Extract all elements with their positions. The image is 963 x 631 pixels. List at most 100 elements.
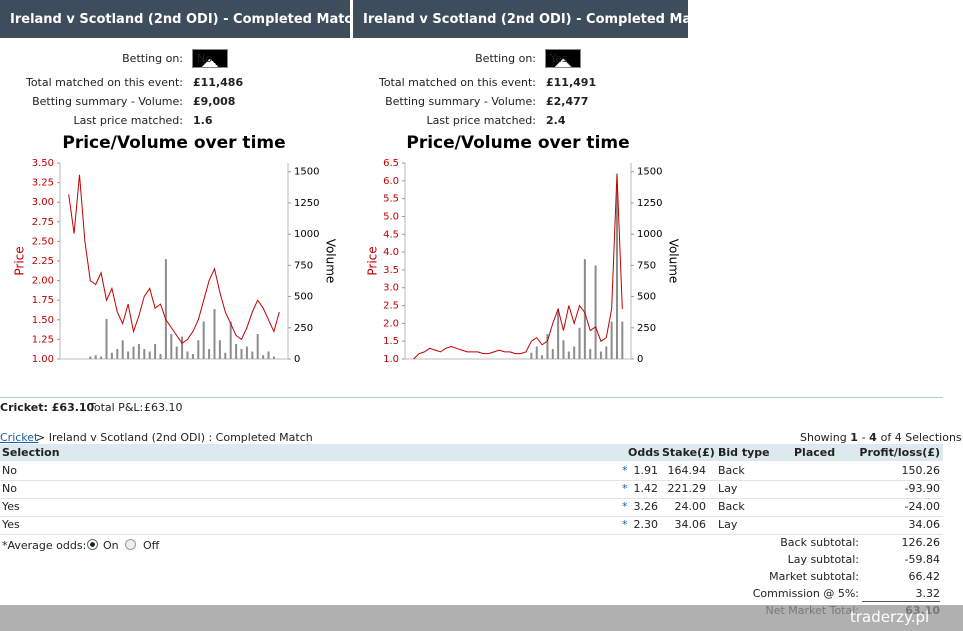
volume-bar bbox=[175, 346, 178, 359]
y-tick-label: 2.5 bbox=[383, 301, 399, 312]
y-tick-label: 2.00 bbox=[32, 276, 54, 287]
info-label: Total matched on this event: bbox=[25, 76, 183, 89]
odds-marker: * bbox=[622, 518, 628, 531]
volume-bar bbox=[143, 349, 146, 359]
chart: Price/Volume over time Price Volume 1.00 1.2… bbox=[13, 133, 338, 365]
betting-select[interactable]: Yes bbox=[545, 49, 581, 68]
column-header: Placed bbox=[794, 446, 836, 459]
volume-bar bbox=[105, 319, 108, 359]
volume-bar bbox=[594, 265, 597, 359]
cell: Back bbox=[718, 464, 745, 477]
volume-bar bbox=[235, 344, 238, 359]
volume-bar bbox=[127, 351, 130, 359]
y-axis-label: Price bbox=[366, 246, 380, 275]
y2-tick-label: 250 bbox=[294, 323, 313, 334]
y-tick-label: 3.50 bbox=[32, 158, 54, 169]
column-header: Stake(£) bbox=[662, 446, 715, 459]
panel-header: Ireland v Scotland (2nd ODI) - Completed… bbox=[353, 0, 714, 38]
volume-bar bbox=[557, 309, 560, 359]
table-row bbox=[0, 516, 943, 535]
y-tick-label: 5.0 bbox=[383, 211, 399, 222]
y-tick-label: 6.5 bbox=[383, 158, 399, 169]
price-line bbox=[68, 174, 280, 345]
breadcrumb-link[interactable]: Cricket bbox=[0, 431, 39, 444]
total-label: Commission @ 5%: bbox=[752, 587, 859, 600]
cell: -24.00 bbox=[904, 500, 940, 513]
volume-bar bbox=[245, 346, 248, 359]
volume-bar bbox=[132, 346, 135, 359]
betting-label: Betting on: bbox=[475, 52, 536, 65]
cell: 221.29 bbox=[667, 482, 707, 495]
y2-axis-label: Volume bbox=[324, 239, 338, 284]
info-value: £11,486 bbox=[193, 76, 244, 89]
volume-bar bbox=[621, 321, 624, 359]
radio-on-label: On bbox=[103, 539, 119, 552]
y-tick-label: 3.0 bbox=[383, 283, 399, 294]
showing-part: of 4 Selections bbox=[880, 431, 962, 444]
volume-bar bbox=[605, 346, 608, 359]
volume-bar bbox=[562, 340, 565, 359]
info-value: £9,008 bbox=[193, 95, 236, 108]
watermark: traderzy.pl bbox=[850, 608, 930, 626]
table-row bbox=[0, 462, 943, 481]
y-tick-label: 3.5 bbox=[383, 265, 399, 276]
y-tick-label: 3.00 bbox=[32, 197, 54, 208]
total-value: 66.42 bbox=[908, 570, 941, 583]
y-tick-label: 2.0 bbox=[383, 318, 399, 329]
volume-bar bbox=[615, 184, 618, 359]
volume-bar bbox=[181, 336, 184, 359]
info-value: £11,491 bbox=[546, 76, 597, 89]
y-axis-label: Price bbox=[13, 246, 27, 275]
total-label: Market subtotal: bbox=[769, 570, 859, 583]
y2-tick-label: 0 bbox=[637, 354, 643, 365]
y2-tick-label: 1250 bbox=[294, 198, 319, 209]
total-label: Lay subtotal: bbox=[787, 553, 859, 566]
volume-bar bbox=[610, 321, 613, 359]
volume-bar bbox=[251, 351, 254, 359]
cell: Back bbox=[718, 500, 745, 513]
y2-tick-label: 1250 bbox=[637, 198, 662, 209]
volume-bar bbox=[89, 356, 92, 359]
volume-bar bbox=[191, 354, 194, 359]
y-tick-label: 2.50 bbox=[32, 236, 54, 247]
cell: 34.06 bbox=[908, 518, 941, 531]
cell: 150.26 bbox=[901, 464, 941, 477]
volume-bar bbox=[110, 352, 113, 359]
cell: Lay bbox=[718, 518, 738, 531]
cell: 24.00 bbox=[674, 500, 707, 513]
betting-label: Betting on: bbox=[122, 52, 183, 65]
divider bbox=[0, 397, 943, 398]
volume-bar bbox=[137, 344, 140, 359]
volume-bar bbox=[229, 321, 232, 359]
total-label: Total P&L: bbox=[89, 401, 144, 414]
cell: No bbox=[2, 464, 17, 477]
total-value: 3.32 bbox=[915, 587, 941, 600]
y2-tick-label: 250 bbox=[637, 323, 656, 334]
y-tick-label: 1.5 bbox=[383, 336, 399, 347]
y-tick-label: 1.0 bbox=[383, 354, 399, 365]
volume-bar bbox=[208, 349, 211, 359]
cell: 2.30 bbox=[633, 518, 659, 531]
chart-title: Price/Volume over time bbox=[406, 133, 629, 153]
table-row bbox=[0, 498, 943, 517]
table-row bbox=[0, 480, 943, 499]
total-value: 126.26 bbox=[901, 536, 941, 549]
breadcrumb: > Ireland v Scotland (2nd ODI) : Complet… bbox=[36, 431, 313, 444]
info-label: Last price matched: bbox=[73, 114, 183, 127]
showing-part: Showing bbox=[800, 431, 851, 444]
radio-off[interactable] bbox=[125, 539, 136, 550]
y2-tick-label: 1000 bbox=[637, 229, 662, 240]
radio-on[interactable] bbox=[87, 539, 98, 550]
price-line bbox=[413, 173, 623, 360]
radio-off-label: Off bbox=[143, 539, 160, 552]
total-value: -59.84 bbox=[904, 553, 940, 566]
volume-bar bbox=[100, 356, 103, 359]
y-tick-label: 4.0 bbox=[383, 247, 399, 258]
volume-bar bbox=[599, 351, 602, 359]
chart: Price/Volume over time Price Volume 1.0 1.5 2… bbox=[366, 133, 681, 365]
chart-title: Price/Volume over time bbox=[62, 133, 285, 153]
betting-select[interactable]: No bbox=[192, 49, 228, 68]
y-tick-label: 1.50 bbox=[32, 315, 54, 326]
volume-bar bbox=[567, 351, 570, 359]
